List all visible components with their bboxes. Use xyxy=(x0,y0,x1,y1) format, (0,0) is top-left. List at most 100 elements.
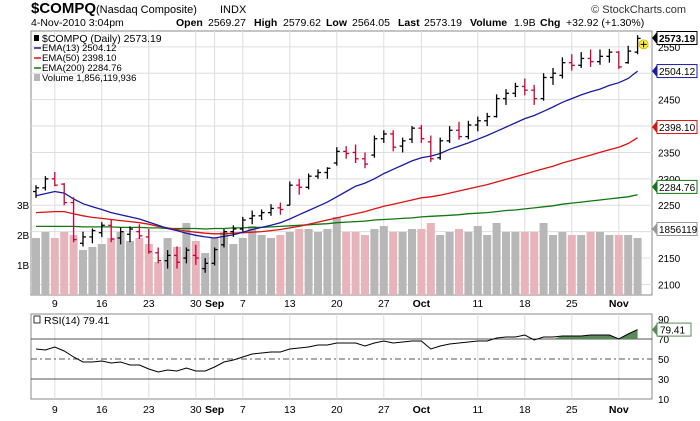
price-tick-label: 2450 xyxy=(658,96,681,107)
ohlc-bar xyxy=(578,52,585,68)
rsi-tag-text: 79.41 xyxy=(660,326,685,337)
volume-bar xyxy=(614,235,623,295)
volume-bar xyxy=(60,232,69,295)
price-tag: 2573.19 xyxy=(652,31,698,45)
price-x-label: 16 xyxy=(96,298,108,310)
price-tag-arrow xyxy=(652,32,657,44)
ohlc-bar xyxy=(371,135,378,158)
ohlc-bar xyxy=(399,137,406,153)
ohlc-bar xyxy=(183,247,190,264)
volume-bar xyxy=(107,238,116,295)
volume-bar xyxy=(624,235,633,295)
rsi-x-label: 30 xyxy=(190,404,202,416)
volume-bar xyxy=(220,232,228,295)
volume-bar xyxy=(257,235,266,295)
ohlc-bar xyxy=(352,144,359,163)
volume-bar xyxy=(389,232,398,295)
ohlc-bar xyxy=(286,181,293,206)
volume-bar xyxy=(79,250,87,295)
ohlc-bar xyxy=(597,49,603,65)
ohlc-bar xyxy=(503,89,509,105)
price-tick-label: 2350 xyxy=(658,148,681,159)
ohlc-bar xyxy=(33,185,39,198)
price-tick-label: 2150 xyxy=(658,254,681,265)
price-x-label: 25 xyxy=(566,298,578,310)
rsi-x-label: 27 xyxy=(378,404,390,416)
rsi-panel-frame xyxy=(30,313,653,400)
ema50-line xyxy=(35,137,638,235)
volume-tick-label: 1B xyxy=(17,261,30,272)
last-value: 2573.19 xyxy=(424,17,462,29)
volume-bar xyxy=(577,235,586,295)
volume-bar xyxy=(342,232,351,295)
price-tag-text: 2504.12 xyxy=(659,67,696,78)
ohlc-bar xyxy=(42,176,49,191)
volume-bar xyxy=(126,241,134,295)
volume-bar xyxy=(238,238,247,295)
ohlc-bar xyxy=(474,116,481,132)
volume-bar xyxy=(135,238,144,295)
ohlc-bar xyxy=(136,224,143,240)
volume-bar xyxy=(88,247,97,295)
price-legend: $COMPQ (Daily) 2573.19 EMA(13) 2504.12 E… xyxy=(33,33,162,327)
ohlc-bar xyxy=(192,244,199,265)
ohlc-bar xyxy=(249,210,256,225)
ohlc-bar xyxy=(211,247,218,266)
volume-bar xyxy=(633,238,642,295)
chg-label: Chg xyxy=(540,17,560,29)
volume-bar xyxy=(210,238,219,295)
volume-tag-arrow xyxy=(652,223,657,235)
stockcharts-credit: © StockCharts.com xyxy=(591,4,686,16)
price-panel-frame xyxy=(30,30,653,296)
rsi-tag-box xyxy=(656,322,692,337)
price-tick-label: 2250 xyxy=(658,201,681,212)
volume-bar xyxy=(314,232,322,295)
rsi-x-label: 7 xyxy=(240,404,246,416)
rsi-tag-arrow xyxy=(652,323,657,336)
volume-bar xyxy=(201,253,210,295)
volume-bar xyxy=(445,232,454,295)
rsi-x-label: 9 xyxy=(52,404,58,416)
ohlc-bar xyxy=(127,226,133,243)
volume-bar xyxy=(144,244,153,295)
ohlc-bar xyxy=(268,204,274,216)
volume-bar xyxy=(295,229,304,295)
rsi-tick-label: 90 xyxy=(658,315,670,326)
chart-company-name: (Nasdaq Composite) xyxy=(96,4,197,16)
price-tag-box xyxy=(656,64,698,79)
volume-bar xyxy=(267,238,275,295)
chart-date: 4-Nov-2010 3:04pm xyxy=(31,17,124,29)
price-tag-arrow xyxy=(652,65,657,78)
ohlc-bar xyxy=(615,51,622,70)
open-value: 2569.27 xyxy=(208,17,246,29)
volume-value: 1.9B xyxy=(514,17,536,29)
rsi-x-label: Oct xyxy=(413,404,431,416)
ohlc-bar xyxy=(61,183,68,206)
ohlc-bar xyxy=(409,126,415,143)
rsi-tick-label: 50 xyxy=(658,355,670,366)
ohlc-bar xyxy=(108,220,115,243)
price-tag-arrow xyxy=(652,180,657,193)
ohlc-bar xyxy=(117,227,124,245)
low-value: 2564.05 xyxy=(352,17,390,29)
volume-bar xyxy=(173,247,181,295)
volume-bar xyxy=(417,229,426,295)
volume-bar xyxy=(511,232,520,295)
volume-bar xyxy=(502,232,510,295)
price-tag-box xyxy=(656,31,698,45)
chart-symbol: $COMPQ xyxy=(31,0,96,17)
volume-tag-box xyxy=(656,222,698,236)
rsi-x-label: 16 xyxy=(96,404,108,416)
volume-bar xyxy=(539,223,548,295)
price-x-label: 9 xyxy=(52,298,58,310)
rsi-x-label: 23 xyxy=(143,404,155,416)
volume-bar xyxy=(69,235,78,295)
ohlc-bar xyxy=(540,73,547,101)
ohlc-bar xyxy=(625,45,632,64)
legend-ema50: EMA(50) 2398.10 xyxy=(42,53,116,64)
volume-bar xyxy=(492,223,501,295)
chart-exchange: INDX xyxy=(220,4,247,16)
volume-bar xyxy=(323,229,332,295)
price-x-label: 23 xyxy=(143,298,155,310)
ohlc-bar xyxy=(362,152,368,169)
